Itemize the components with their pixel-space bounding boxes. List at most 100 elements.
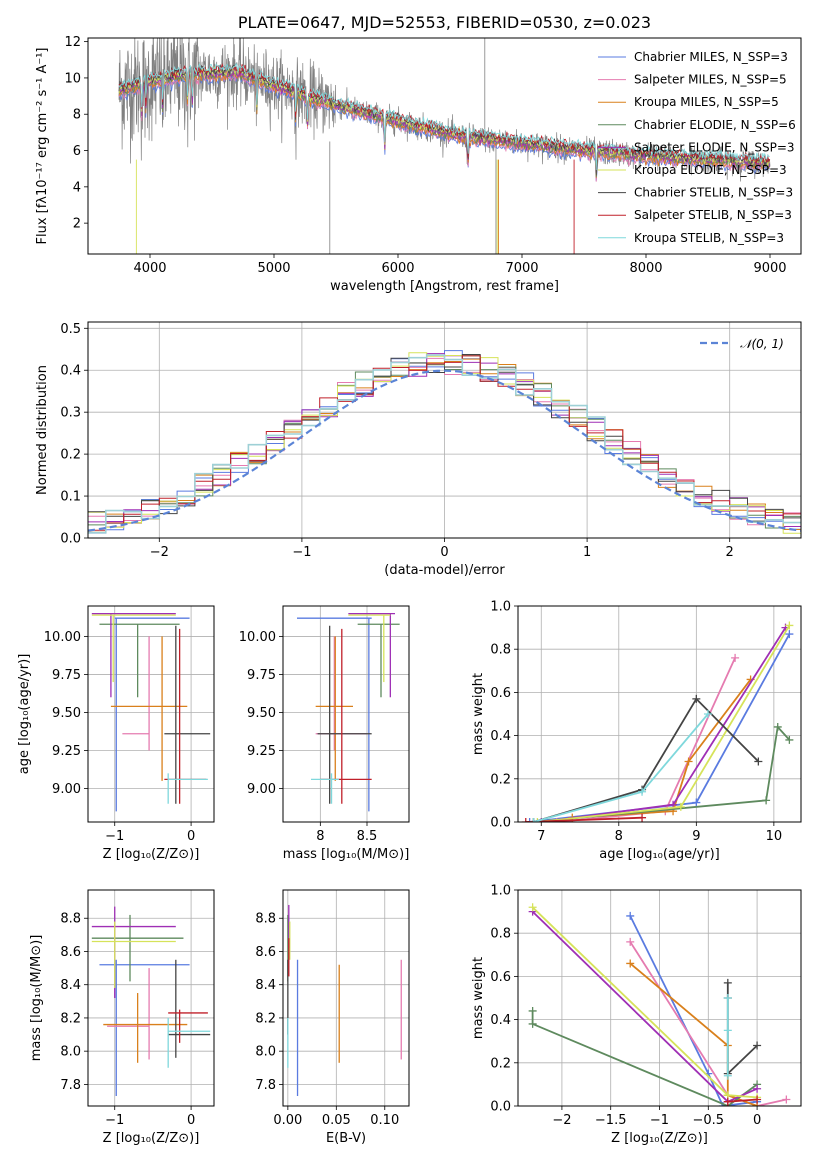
x-tick-label: 5000 — [257, 261, 290, 276]
axes-frame — [87, 37, 802, 255]
y-axis-label: mass weight — [471, 673, 486, 755]
y-tick-label: 6 — [73, 144, 81, 159]
x-tick-label: −1 — [105, 829, 124, 844]
weight-marker — [528, 1006, 537, 1015]
chart-3: 8 8.5 9.00 9.25 9.50 9.75 10.00 mass [log₁₀(M/M… — [239, 605, 410, 862]
weight-marker — [723, 1097, 732, 1106]
y-tick-label: 8.2 — [60, 1011, 81, 1026]
plot-area — [287, 904, 402, 1097]
y-tick-label: 2 — [73, 217, 81, 232]
y-tick-label: 0.1 — [60, 490, 81, 505]
weight-marker — [638, 813, 647, 822]
axes-frame — [282, 605, 410, 823]
weight-line-3 — [533, 725, 791, 822]
y-tick-label: 8.0 — [60, 1045, 81, 1060]
legend-label: Chabrier ELODIE, N_SSP=6 — [634, 118, 796, 132]
weight-marker — [773, 722, 782, 731]
y-tick-label: 9.00 — [52, 782, 81, 797]
y-tick-label: 12 — [64, 35, 81, 50]
plot-area — [88, 350, 801, 534]
y-tick-label: 8 — [73, 108, 81, 123]
weight-marker — [785, 630, 794, 639]
y-tick-label: 0.3 — [60, 406, 81, 421]
axes-frame — [282, 889, 410, 1107]
model-line-8 — [118, 62, 770, 171]
y-tick-label: 10.00 — [239, 630, 276, 645]
weight-marker — [528, 903, 537, 912]
y-tick-label: 4 — [73, 180, 81, 195]
weight-marker — [762, 796, 771, 805]
y-tick-label: 0.8 — [490, 643, 511, 658]
weight-marker — [723, 1026, 732, 1035]
chart-5: −1 0 7.8 8.0 8.2 8.4 8.6 8.8 Z [log₁₀(Z/Z⊙)] mass… — [29, 889, 215, 1146]
weight-line-7 — [525, 816, 643, 822]
y-tick-label: 8.4 — [255, 978, 276, 993]
y-axis-label: Normed distribution — [35, 365, 50, 495]
legend-label: Chabrier MILES, N_SSP=3 — [634, 50, 788, 64]
y-tick-label: 0.0 — [490, 1100, 511, 1115]
weight-marker — [521, 818, 530, 822]
x-tick-label: −1.5 — [595, 1113, 627, 1128]
x-tick-label: −1 — [105, 1113, 124, 1128]
x-tick-label: 0.00 — [273, 1113, 302, 1128]
x-tick-label: 0 — [753, 1113, 761, 1128]
x-tick-label: 0 — [187, 1113, 195, 1128]
y-tick-label: 0.6 — [490, 970, 511, 985]
y-axis-label: Flux [fλ10⁻¹⁷ erg cm⁻² s⁻¹ A⁻¹] — [35, 48, 50, 245]
weight-marker — [684, 757, 693, 766]
y-tick-label: 8.4 — [60, 978, 81, 993]
y-tick-label: 1.0 — [490, 884, 511, 899]
x-tick-label: 8.5 — [357, 829, 378, 844]
weight-marker — [626, 959, 635, 968]
chart-7: −2 −1.5 −1 −0.5 0 0.0 0.2 0.4 0.6 0.8 1.0 Z [log₁₀(… — [471, 884, 802, 1146]
legend-label: Kroupa MILES, N_SSP=5 — [634, 95, 779, 109]
y-tick-label: 8.6 — [255, 945, 276, 960]
y-tick-label: 0.0 — [490, 816, 511, 831]
y-tick-label: 9.75 — [247, 668, 276, 683]
y-tick-label: 9.50 — [247, 706, 276, 721]
weight-marker — [703, 710, 712, 718]
x-axis-label: Z [log₁₀(Z/Z⊙)] — [103, 1131, 200, 1146]
x-tick-label: −2 — [150, 545, 169, 560]
y-tick-label: 10.00 — [44, 630, 81, 645]
x-axis-label: wavelength [Angstrom, rest frame] — [330, 279, 559, 294]
weight-marker — [525, 818, 534, 822]
weight-marker — [785, 621, 794, 630]
chart-4: 7 8 9 10 0.0 0.2 0.4 0.6 0.8 1.0 age [log₁₀(age/yr… — [471, 600, 802, 862]
y-tick-label: 0.4 — [490, 1013, 511, 1028]
chart-0: 4000 5000 6000 7000 8000 9000 2 4 6 8 10 12 waveleng… — [35, 13, 802, 294]
x-tick-label: 2 — [726, 545, 734, 560]
weight-marker — [626, 937, 635, 946]
plot-area — [91, 612, 211, 812]
histogram-8 — [88, 354, 801, 534]
y-tick-label: 0.4 — [490, 729, 511, 744]
legend-label: Chabrier STELIB, N_SSP=3 — [634, 186, 793, 200]
chart-2: −1 0 9.00 9.25 9.50 9.75 10.00 Z [log₁₀(Z/Z⊙)] a… — [17, 605, 215, 862]
x-tick-label: 7000 — [505, 261, 538, 276]
x-tick-label: 8 — [316, 829, 324, 844]
y-tick-label: 0.2 — [60, 448, 81, 463]
y-axis-label: age [log₁₀(age/yr)] — [17, 654, 32, 775]
y-tick-label: 7.8 — [60, 1078, 81, 1093]
weight-line-7 — [727, 1098, 758, 1103]
axes-frame — [517, 605, 802, 823]
y-tick-label: 9.25 — [52, 744, 81, 759]
y-tick-label: 0.4 — [60, 364, 81, 379]
y-tick-label: 9.50 — [52, 706, 81, 721]
weight-marker — [723, 1071, 732, 1080]
weight-marker — [731, 653, 740, 662]
chart-1: −2 −1 0 1 2 0.0 0.1 0.2 0.3 0.4 0.5 (data-model)/er… — [35, 321, 802, 578]
x-tick-label: −0.5 — [693, 1113, 725, 1128]
y-tick-label: 9.75 — [52, 668, 81, 683]
x-axis-label: (data-model)/error — [384, 563, 505, 578]
legend: 𝒩(0, 1) — [700, 337, 784, 351]
normal-reference-curve — [88, 369, 801, 532]
legend-label: Salpeter STELIB, N_SSP=3 — [634, 208, 792, 222]
weight-marker — [753, 1084, 762, 1093]
weight-marker — [626, 911, 635, 920]
weight-marker — [782, 1095, 791, 1104]
x-tick-label: −2 — [552, 1113, 571, 1128]
y-tick-label: 7.8 — [255, 1078, 276, 1093]
x-tick-label: −1 — [650, 1113, 669, 1128]
